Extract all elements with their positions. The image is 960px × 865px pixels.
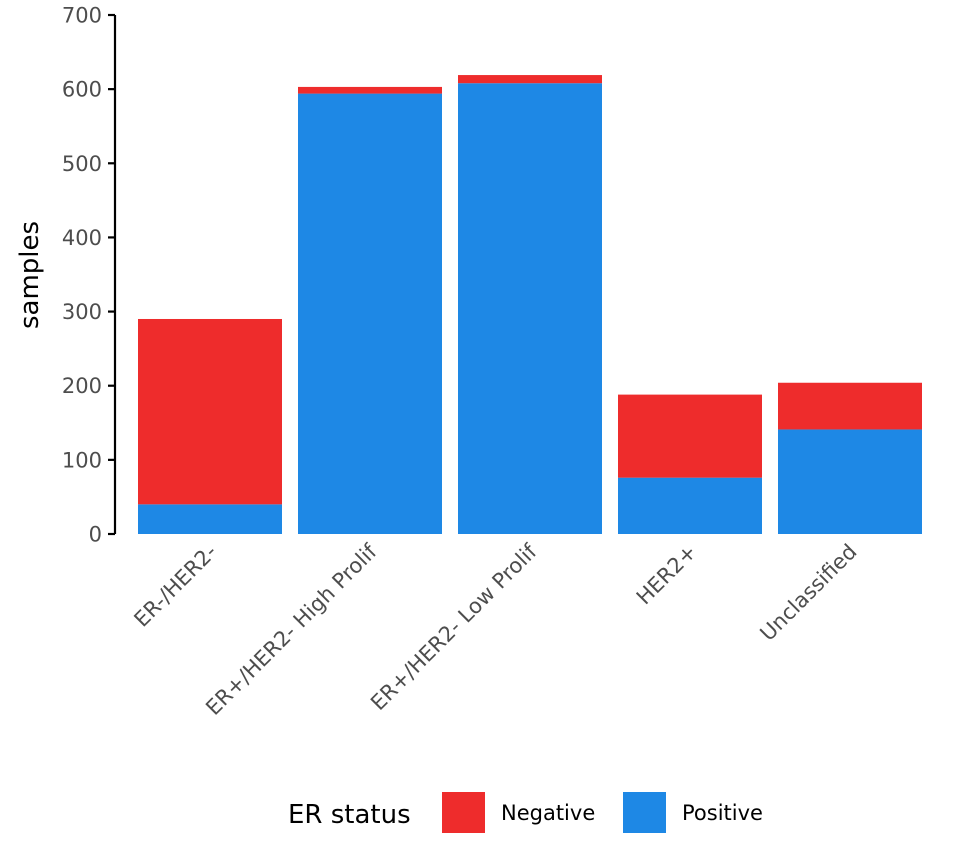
x-tick-label: ER-/HER2- bbox=[129, 540, 221, 632]
y-tick-label: 0 bbox=[89, 523, 102, 547]
legend-title: ER status bbox=[288, 800, 411, 830]
x-tick-label: Unclassified bbox=[755, 540, 861, 646]
bars-group bbox=[138, 75, 922, 534]
x-axis-tick-labels: ER-/HER2-ER+/HER2- High ProlifER+/HER2- … bbox=[129, 539, 861, 720]
y-axis: 0 100 200 300 400 500 600 700 bbox=[62, 4, 117, 547]
y-tick-label: 700 bbox=[62, 4, 102, 28]
bar-positive-0 bbox=[138, 504, 282, 534]
bar-negative-0 bbox=[138, 318, 282, 505]
legend: ER status Negative Positive bbox=[288, 792, 763, 833]
y-tick-label: 500 bbox=[62, 152, 102, 176]
bar-positive-2 bbox=[458, 83, 602, 534]
y-tick-label: 300 bbox=[62, 300, 102, 324]
bar-negative-1 bbox=[298, 86, 442, 94]
y-tick-label: 200 bbox=[62, 374, 102, 398]
legend-label-positive: Positive bbox=[682, 801, 763, 825]
x-tick-label: ER+/HER2- High Prolif bbox=[201, 539, 382, 720]
legend-label-negative: Negative bbox=[501, 801, 595, 825]
x-tick-label: ER+/HER2- Low Prolif bbox=[366, 539, 542, 715]
bar-positive-1 bbox=[298, 93, 442, 534]
bar-negative-3 bbox=[618, 394, 762, 478]
bar-positive-3 bbox=[618, 477, 762, 534]
y-axis-title: samples bbox=[15, 221, 45, 329]
y-tick-label: 100 bbox=[62, 448, 102, 472]
bar-negative-2 bbox=[458, 75, 602, 84]
legend-key-positive bbox=[623, 792, 666, 833]
legend-key-negative bbox=[442, 792, 485, 833]
y-tick-label: 600 bbox=[62, 78, 102, 102]
y-tick-label: 400 bbox=[62, 226, 102, 250]
bar-negative-4 bbox=[778, 382, 922, 430]
x-tick-label: HER2+ bbox=[632, 540, 702, 610]
bar-positive-4 bbox=[778, 429, 922, 534]
